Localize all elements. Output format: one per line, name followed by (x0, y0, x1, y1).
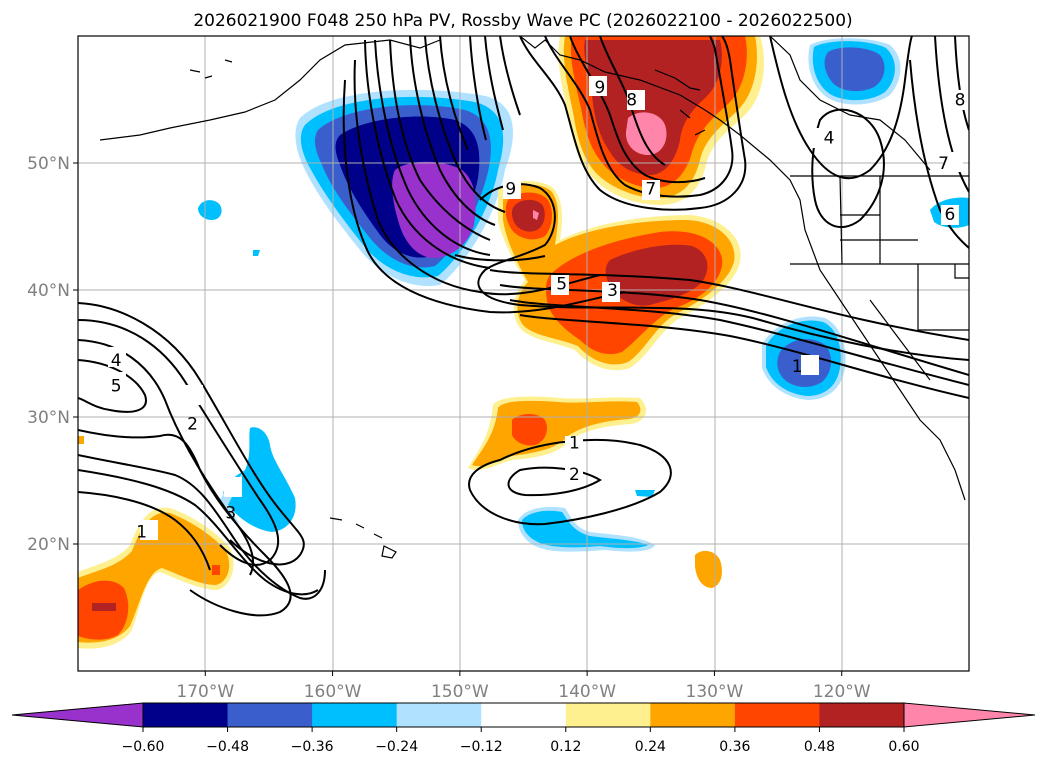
contour-label: 5 (111, 376, 122, 396)
contour-label: 5 (556, 275, 567, 295)
contour-label: 6 (944, 205, 955, 225)
x-tick-label: 160°W (304, 682, 362, 702)
colorbar-tick-label: −0.12 (460, 739, 503, 755)
y-axis-ticks: 20°N 30°N 40°N 50°N (27, 154, 78, 555)
x-tick-label: 120°W (813, 682, 871, 702)
contour-label: 1 (792, 357, 803, 377)
map-frame (77, 35, 970, 672)
x-tick-label: 130°W (686, 682, 744, 702)
contour-label: 9 (505, 179, 516, 199)
y-tick-label: 20°N (27, 535, 70, 555)
contour-label: 3 (607, 281, 618, 301)
colorbar-tick-label: −0.24 (375, 739, 418, 755)
contour-label: 4 (824, 129, 835, 149)
contour-label-halos (108, 76, 969, 540)
colorbar-tick-label: 0.48 (804, 739, 835, 755)
contour-label: 4 (111, 351, 122, 371)
colorbar-tick-label: −0.48 (206, 739, 249, 755)
colorbar: −0.60 −0.48 −0.36 −0.24 −0.12 0.12 0.24 0.36 0.4… (11, 702, 1036, 755)
colorbar-extend-low (11, 702, 144, 728)
map-coastlines (99, 36, 969, 559)
colorbar-frame (142, 702, 905, 728)
contour-label: 9 (594, 78, 605, 98)
colorbar-tick-label: −0.60 (122, 739, 165, 755)
shaded-negative-hudson (808, 38, 969, 228)
colorbar-segment (227, 703, 313, 727)
colorbar-tick-label: 0.60 (888, 739, 919, 755)
contour-label: 2 (187, 414, 198, 434)
map-panel (78, 36, 969, 671)
colorbar-segment (650, 703, 736, 727)
contour-label: 2 (569, 465, 580, 485)
x-tick-label: 170°W (176, 682, 234, 702)
colorbar-segment (143, 703, 229, 727)
contour-label: 8 (626, 91, 637, 111)
colorbar-tick-label: 0.12 (550, 739, 581, 755)
contour-label: 7 (938, 154, 949, 174)
map-gridlines (78, 36, 969, 671)
y-tick-label: 50°N (27, 154, 70, 174)
chart-title: 2026021900 F048 250 hPa PV, Rossby Wave … (193, 11, 852, 31)
colorbar-extend-high (903, 702, 1036, 728)
colorbar-tick-label: 0.24 (635, 739, 666, 755)
colorbar-tick-label: 0.36 (719, 739, 750, 755)
contour-label: 1 (136, 522, 147, 542)
shaded-negative-gulf-of-alaska (295, 89, 513, 286)
contour-label: 7 (645, 179, 656, 199)
colorbar-segment (312, 703, 398, 727)
colorbar-segment (481, 703, 567, 727)
colorbar-tick-label: −0.36 (291, 739, 334, 755)
x-tick-label: 150°W (431, 682, 489, 702)
x-axis-ticks: 170°W 160°W 150°W 140°W 130°W 120°W (176, 671, 871, 702)
y-tick-label: 40°N (27, 281, 70, 301)
colorbar-segment (819, 703, 905, 727)
shaded-west-features (78, 200, 296, 649)
shaded-negative-subtropical (518, 490, 655, 552)
colorbar-segment (396, 703, 482, 727)
contour-label: 3 (225, 503, 236, 523)
x-tick-label: 140°W (558, 682, 616, 702)
contour-label: 1 (569, 433, 580, 453)
colorbar-segment (734, 703, 820, 727)
y-tick-label: 30°N (27, 408, 70, 428)
contour-label: 8 (955, 91, 966, 111)
colorbar-segment (565, 703, 651, 727)
contour-labels: 9 8 7 9 5 3 4 7 8 6 1 4 5 2 3 1 1 2 (111, 78, 966, 542)
